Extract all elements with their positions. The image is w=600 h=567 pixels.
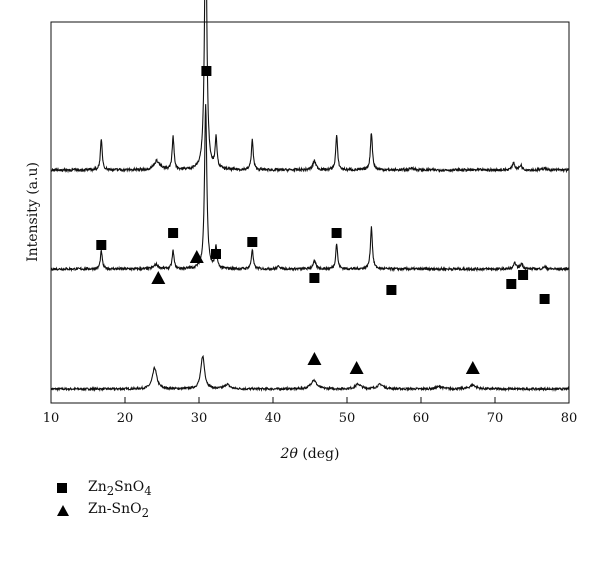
x-ticks: 10 20 30 40 50 60 70 80 (43, 397, 578, 426)
plot-area: 10 20 30 40 50 60 70 80 (43, 0, 578, 426)
x-tick-label: 60 (413, 411, 430, 426)
zn2sno4-square-marker (539, 294, 550, 304)
x-tick-label: 80 (561, 411, 578, 426)
square-marker-icon (56, 481, 78, 495)
marker-group (96, 66, 550, 374)
legend-item-zn-sno2: Zn-SnO2 (56, 500, 152, 520)
x-tick-label: 40 (265, 411, 282, 426)
zn-sno2-triangle-marker (349, 361, 364, 374)
zn2sno4-square-marker (168, 228, 179, 238)
zn-sno2-triangle-marker (465, 361, 480, 374)
x-tick-label: 30 (191, 411, 208, 426)
x-axis-title: 2θ (deg) (280, 446, 340, 462)
x-tick-label: 50 (339, 411, 356, 426)
zn2sno4-square-marker (247, 237, 258, 247)
zn-sno2-triangle-marker (189, 250, 204, 263)
series-group (50, 0, 570, 393)
legend-item-zn2sno4: Zn2SnO4 (56, 478, 152, 498)
legend-label-zn-sno2: Zn-SnO2 (88, 500, 149, 520)
xrd-series-line-1 (50, 354, 570, 393)
x-tick-label: 70 (487, 411, 504, 426)
zn2sno4-square-marker (309, 273, 320, 283)
y-axis-title: Intensity (a.u) (25, 162, 41, 262)
zn2sno4-square-marker (518, 270, 529, 280)
plot-frame (50, 21, 570, 404)
legend-label-zn2sno4: Zn2SnO4 (88, 478, 152, 498)
zn2sno4-square-marker (96, 240, 107, 250)
xrd-series-line-3 (50, 0, 570, 174)
zn-sno2-triangle-marker (307, 352, 322, 365)
zn2sno4-square-marker (211, 249, 221, 259)
legend: Zn2SnO4 Zn-SnO2 (56, 478, 152, 522)
triangle-marker-icon (56, 503, 78, 517)
zn2sno4-square-marker (386, 285, 397, 295)
zn2sno4-square-marker (331, 228, 342, 238)
xrd-chart: 10 20 30 40 50 60 70 80 2θ (deg) Intensity (a.u… (25, 0, 578, 462)
xrd-series-line-2 (50, 104, 570, 273)
zn2sno4-square-marker (506, 279, 517, 289)
x-tick-label: 20 (117, 411, 134, 426)
zn-sno2-triangle-marker (151, 271, 166, 284)
x-tick-label: 10 (43, 411, 60, 426)
zn2sno4-square-marker (201, 66, 212, 76)
